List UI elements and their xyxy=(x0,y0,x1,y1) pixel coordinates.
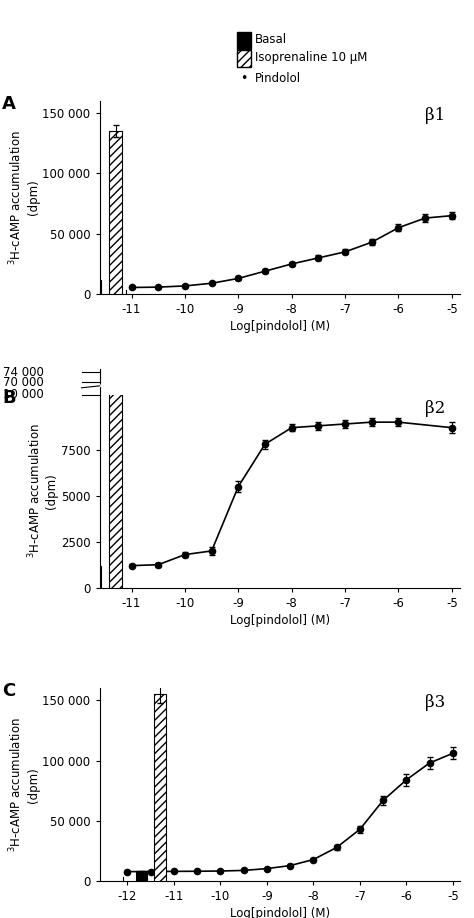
Bar xyxy=(154,694,166,881)
Bar xyxy=(109,131,122,294)
Y-axis label: $^3$H-cAMP accumulation
(dpm): $^3$H-cAMP accumulation (dpm) xyxy=(8,130,40,265)
Bar xyxy=(136,871,147,881)
Bar xyxy=(88,280,101,294)
Text: 70 000: 70 000 xyxy=(3,375,44,388)
Bar xyxy=(88,565,101,588)
X-axis label: Log[pindolol] (M): Log[pindolol] (M) xyxy=(229,614,330,627)
Text: 74 000: 74 000 xyxy=(3,366,44,379)
Text: •: • xyxy=(240,72,248,84)
Bar xyxy=(109,0,122,588)
Text: 10 000: 10 000 xyxy=(3,388,44,401)
Text: β3: β3 xyxy=(425,694,446,711)
Y-axis label: $^3$H-cAMP accumulation
(dpm): $^3$H-cAMP accumulation (dpm) xyxy=(27,424,58,558)
Text: β1: β1 xyxy=(425,106,446,124)
Text: β2: β2 xyxy=(425,400,446,418)
Text: A: A xyxy=(2,95,16,113)
Text: Pindolol: Pindolol xyxy=(255,72,301,84)
Text: Isoprenaline 10 μM: Isoprenaline 10 μM xyxy=(255,51,367,64)
Text: B: B xyxy=(2,388,16,407)
X-axis label: Log[pindolol] (M): Log[pindolol] (M) xyxy=(229,908,330,918)
Y-axis label: $^3$H-cAMP accumulation
(dpm): $^3$H-cAMP accumulation (dpm) xyxy=(8,717,40,852)
X-axis label: Log[pindolol] (M): Log[pindolol] (M) xyxy=(229,320,330,333)
Text: C: C xyxy=(2,682,16,700)
Text: Basal: Basal xyxy=(255,33,287,46)
